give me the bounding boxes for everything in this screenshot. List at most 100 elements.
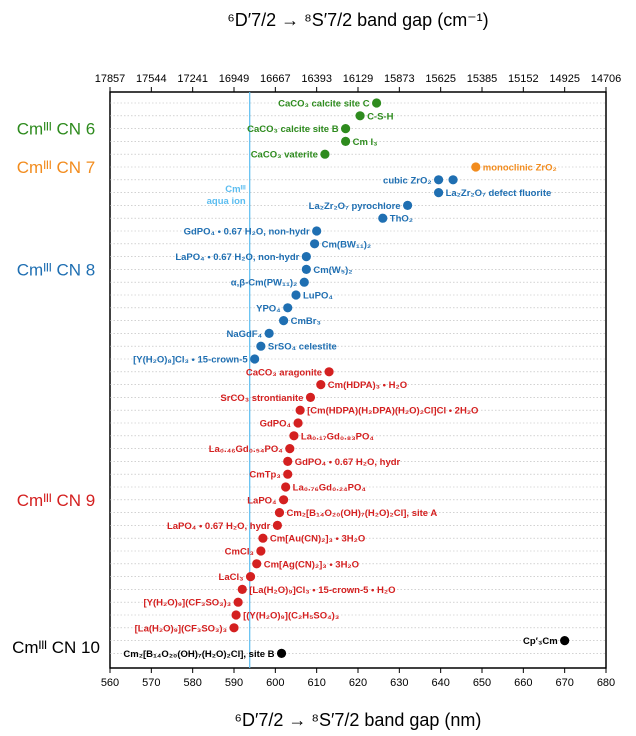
data-point bbox=[560, 636, 570, 646]
point-label: Cm₂[B₁₄O₂₀(OH)₇(H₂O)₂Cl], site B bbox=[123, 649, 274, 660]
data-point bbox=[279, 316, 289, 326]
x-tick-label: 610 bbox=[307, 677, 325, 689]
point-label: [La(H₂O)₉]Cl₃ • 15-crown-5 • H₂O bbox=[249, 585, 395, 596]
data-point bbox=[299, 277, 309, 287]
data-point bbox=[279, 495, 289, 505]
top-axis-title: ⁶D′7/2 → ⁸S′7/2 band gap (cm⁻¹) bbox=[227, 10, 488, 30]
top-tick-label: 14706 bbox=[591, 73, 622, 85]
data-point bbox=[448, 175, 458, 185]
data-point bbox=[256, 546, 266, 556]
data-point bbox=[320, 149, 330, 159]
point-label: Cm(HDPA)₃ • H₂O bbox=[328, 380, 407, 391]
group-label-cn10: Cmᴵᴵᴵ CN 10 bbox=[12, 638, 100, 657]
point-label: monoclinic ZrO₂ bbox=[483, 163, 557, 174]
point-label: ThO₂ bbox=[390, 214, 413, 225]
group-label-cn8: Cmᴵᴵᴵ CN 8 bbox=[17, 260, 95, 279]
point-label: SrSO₄ celestite bbox=[268, 342, 337, 353]
point-label: α,β-Cm(PW₁₁)₂ bbox=[231, 278, 297, 289]
data-point bbox=[312, 226, 322, 236]
point-label: CaCO₃ vaterite bbox=[251, 150, 318, 161]
point-label: CaCO₃ aragonite bbox=[246, 367, 322, 378]
data-point bbox=[355, 111, 365, 121]
data-point bbox=[305, 392, 316, 402]
data-point bbox=[341, 136, 351, 146]
x-tick-label: 570 bbox=[142, 677, 160, 689]
x-tick-label: 630 bbox=[390, 677, 408, 689]
x-tick-label: 580 bbox=[183, 677, 201, 689]
point-label: GdPO₄ • 0.67 H₂O, hydr bbox=[295, 457, 401, 468]
x-tick-label: 650 bbox=[473, 677, 491, 689]
point-label: La₀.₇₆Gd₀.₂₄PO₄ bbox=[293, 483, 367, 494]
point-label: C-S-H bbox=[367, 111, 394, 122]
x-tick-label: 590 bbox=[225, 677, 243, 689]
data-point bbox=[264, 328, 274, 338]
group-label-cn9: Cmᴵᴵᴵ CN 9 bbox=[17, 491, 95, 510]
top-tick-label: 16393 bbox=[301, 73, 332, 85]
data-point bbox=[316, 380, 326, 390]
x-tick-label: 640 bbox=[431, 677, 449, 689]
data-point bbox=[272, 520, 282, 531]
top-tick-label: 14925 bbox=[549, 73, 580, 85]
x-tick-label: 660 bbox=[514, 677, 532, 689]
data-point bbox=[233, 597, 243, 607]
data-point bbox=[293, 418, 303, 428]
top-tick-label: 16949 bbox=[219, 73, 250, 85]
data-point bbox=[324, 367, 334, 377]
point-label: cubic ZrO₂ bbox=[383, 175, 432, 186]
data-point bbox=[250, 354, 260, 364]
data-point bbox=[276, 648, 287, 659]
data-point bbox=[372, 98, 382, 108]
data-point bbox=[281, 482, 291, 492]
top-tick-label: 16667 bbox=[260, 73, 291, 85]
data-point bbox=[301, 264, 311, 274]
data-point bbox=[295, 405, 305, 415]
top-tick-label: 17857 bbox=[95, 73, 126, 85]
point-label: CmCl₃ bbox=[225, 547, 254, 558]
point-label: GdPO₄ • 0.67 H₂O, non-hydr bbox=[184, 227, 310, 238]
point-label: La₂Zr₂O₇ defect fluorite bbox=[446, 188, 552, 199]
data-point bbox=[283, 456, 293, 466]
data-point bbox=[252, 559, 262, 569]
data-points: CaCO₃ calcite site CC-S-H CaCO₃ calcite s… bbox=[123, 98, 570, 660]
point-label: LuPO₄ bbox=[303, 291, 333, 302]
point-label: Cm(W₅)₂ bbox=[313, 265, 352, 276]
data-point bbox=[237, 584, 247, 595]
data-point bbox=[231, 610, 241, 620]
top-tick-label: 15873 bbox=[384, 73, 415, 85]
data-point bbox=[434, 188, 444, 198]
point-label: LaPO₄ bbox=[247, 495, 277, 506]
point-label: GdPO₄ bbox=[260, 419, 292, 430]
point-label: Cm[Au(CN)₂]₃ • 3H₂O bbox=[270, 534, 365, 545]
point-label: Cm(BW₁₁)₂ bbox=[322, 239, 372, 250]
point-label: Cp′₃Cm bbox=[523, 636, 558, 647]
point-label: [Y(H₂O)₈]Cl₃ • 15-crown-5 bbox=[133, 355, 248, 366]
x-tick-label: 620 bbox=[349, 677, 367, 689]
aqua-ion-label: aqua ion bbox=[207, 196, 246, 207]
data-point bbox=[274, 507, 285, 518]
point-label: [Y(H₂O)₉](CF₃SO₃)₃ bbox=[143, 598, 231, 609]
point-label: Cm I₃ bbox=[353, 137, 378, 148]
group-label-cn6: Cmᴵᴵᴵ CN 6 bbox=[17, 120, 95, 139]
data-point bbox=[256, 341, 266, 351]
point-label: [Cm(HDPA)(H₂DPA)(H₂O)₂Cl]Cl • 2H₂O bbox=[307, 406, 478, 417]
point-label: SrCO₃ strontianite bbox=[220, 393, 303, 404]
x-tick-label: 600 bbox=[266, 677, 284, 689]
point-label: La₂Zr₂O₇ pyrochlore bbox=[309, 201, 401, 212]
point-label: CaCO₃ calcite site C bbox=[278, 99, 370, 110]
data-point bbox=[310, 239, 320, 249]
data-point bbox=[301, 252, 311, 262]
point-label: Cm[Ag(CN)₂]₃ • 3H₂O bbox=[264, 559, 359, 570]
top-tick-label: 15385 bbox=[467, 73, 498, 85]
data-point bbox=[283, 469, 293, 479]
data-point bbox=[258, 533, 268, 543]
grid-lines bbox=[110, 102, 606, 654]
top-tick-label: 15625 bbox=[425, 73, 456, 85]
data-point bbox=[291, 290, 301, 300]
top-tick-label: 17241 bbox=[177, 73, 208, 85]
data-point bbox=[289, 431, 299, 441]
point-label: La₀.₄₆Gd₀.₅₄PO₄ bbox=[209, 444, 284, 455]
data-point bbox=[378, 213, 388, 223]
data-point bbox=[245, 572, 256, 582]
x-axis-title: ⁶D′7/2 → ⁸S′7/2 band gap (nm) bbox=[235, 710, 482, 730]
